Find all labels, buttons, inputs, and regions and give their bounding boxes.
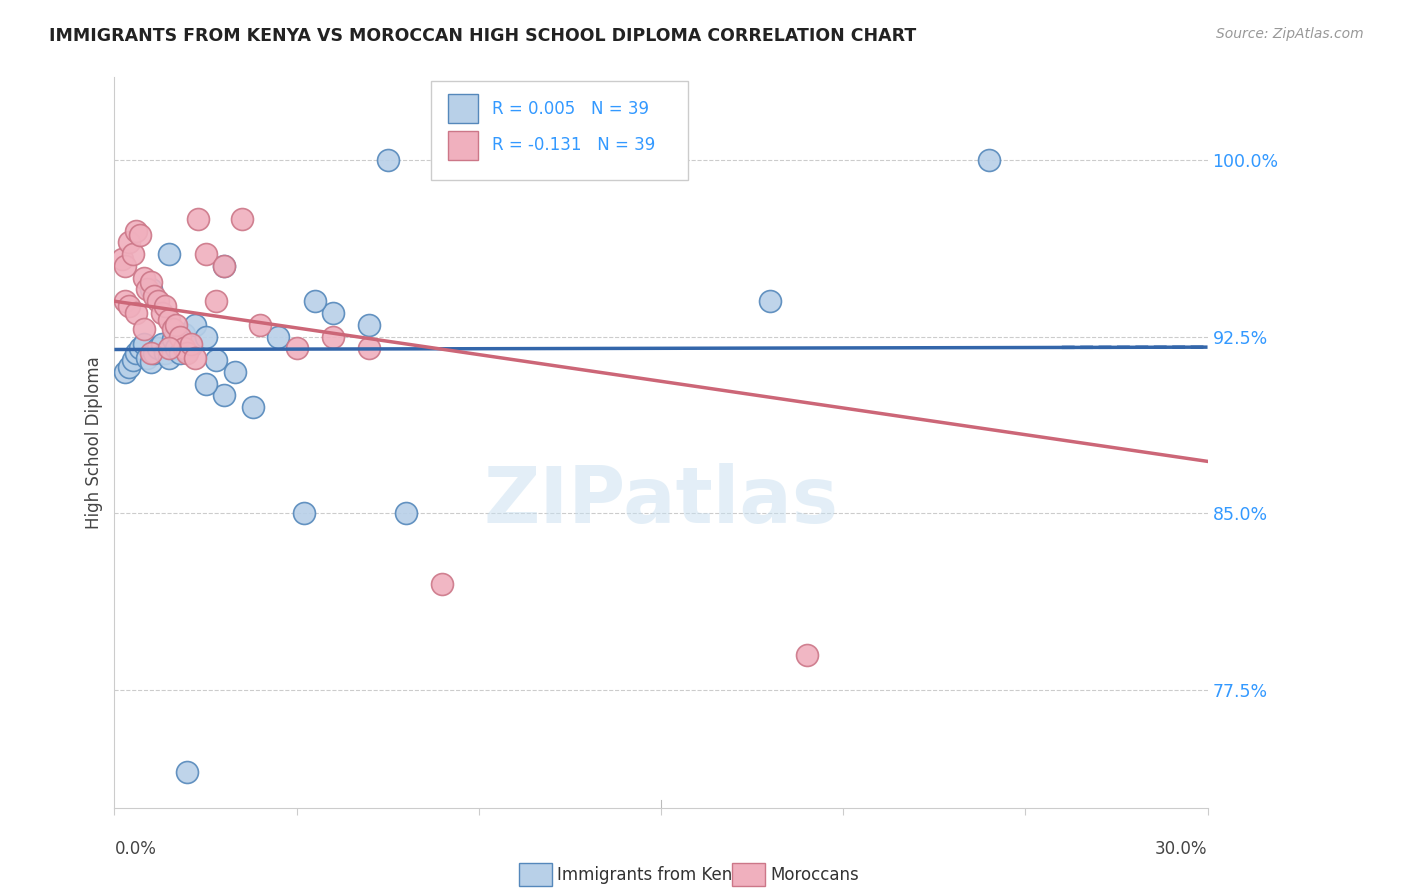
Text: IMMIGRANTS FROM KENYA VS MOROCCAN HIGH SCHOOL DIPLOMA CORRELATION CHART: IMMIGRANTS FROM KENYA VS MOROCCAN HIGH S… bbox=[49, 27, 917, 45]
Point bbox=[194, 329, 217, 343]
Point bbox=[249, 318, 271, 332]
FancyBboxPatch shape bbox=[449, 95, 478, 123]
Point bbox=[129, 228, 152, 243]
Point bbox=[121, 353, 143, 368]
Point bbox=[285, 341, 308, 355]
Point bbox=[125, 306, 148, 320]
Point bbox=[180, 336, 202, 351]
Point bbox=[157, 247, 180, 261]
Point bbox=[173, 341, 195, 355]
Text: ZIPatlas: ZIPatlas bbox=[484, 463, 838, 539]
Point bbox=[176, 343, 198, 358]
Point bbox=[157, 341, 180, 355]
FancyBboxPatch shape bbox=[449, 131, 478, 160]
Point bbox=[231, 211, 253, 226]
Text: Moroccans: Moroccans bbox=[770, 866, 859, 884]
Point bbox=[304, 294, 326, 309]
Text: R = -0.131   N = 39: R = -0.131 N = 39 bbox=[492, 136, 655, 154]
Point bbox=[194, 376, 217, 391]
Point bbox=[322, 306, 344, 320]
Point bbox=[292, 506, 315, 520]
Point bbox=[132, 270, 155, 285]
Point bbox=[114, 365, 136, 379]
Point bbox=[139, 355, 162, 369]
Point bbox=[157, 313, 180, 327]
Point bbox=[121, 247, 143, 261]
Text: R = 0.005   N = 39: R = 0.005 N = 39 bbox=[492, 100, 648, 118]
Point bbox=[194, 247, 217, 261]
Point bbox=[796, 648, 818, 662]
Point bbox=[322, 329, 344, 343]
Point bbox=[139, 346, 162, 360]
Point bbox=[157, 351, 180, 365]
FancyBboxPatch shape bbox=[432, 81, 689, 179]
FancyBboxPatch shape bbox=[733, 863, 765, 887]
Point bbox=[162, 332, 184, 346]
Point bbox=[118, 360, 141, 375]
Point bbox=[136, 351, 159, 365]
Text: 30.0%: 30.0% bbox=[1156, 840, 1208, 858]
Point bbox=[205, 294, 228, 309]
Point bbox=[183, 318, 205, 332]
Point bbox=[165, 341, 187, 355]
Point bbox=[176, 765, 198, 780]
Point bbox=[143, 289, 166, 303]
Point bbox=[759, 294, 782, 309]
Point bbox=[395, 506, 418, 520]
Point bbox=[118, 299, 141, 313]
Point bbox=[224, 365, 246, 379]
Point bbox=[155, 346, 177, 360]
Point bbox=[111, 252, 134, 266]
Point bbox=[359, 318, 381, 332]
Point bbox=[212, 259, 235, 273]
Point bbox=[155, 299, 177, 313]
Text: Source: ZipAtlas.com: Source: ZipAtlas.com bbox=[1216, 27, 1364, 41]
Point bbox=[146, 341, 169, 355]
Text: Immigrants from Kenya: Immigrants from Kenya bbox=[557, 866, 752, 884]
Point bbox=[132, 336, 155, 351]
Point bbox=[212, 388, 235, 402]
Point bbox=[180, 339, 202, 353]
Point bbox=[162, 322, 184, 336]
Point bbox=[377, 153, 399, 167]
Point bbox=[173, 327, 195, 342]
Point bbox=[242, 400, 264, 414]
Point bbox=[432, 577, 454, 591]
Point bbox=[359, 341, 381, 355]
Point bbox=[125, 223, 148, 237]
Point bbox=[114, 259, 136, 273]
Point bbox=[183, 351, 205, 365]
Point bbox=[267, 329, 290, 343]
Point bbox=[129, 341, 152, 355]
Point bbox=[150, 306, 173, 320]
Y-axis label: High School Diploma: High School Diploma bbox=[86, 356, 103, 529]
Text: 0.0%: 0.0% bbox=[114, 840, 156, 858]
Point bbox=[150, 336, 173, 351]
Point bbox=[169, 346, 191, 360]
Point bbox=[114, 294, 136, 309]
Point bbox=[118, 235, 141, 250]
Point bbox=[143, 346, 166, 360]
Point bbox=[132, 322, 155, 336]
Point bbox=[139, 282, 162, 296]
Point bbox=[169, 329, 191, 343]
Point bbox=[136, 282, 159, 296]
Point bbox=[212, 259, 235, 273]
FancyBboxPatch shape bbox=[519, 863, 551, 887]
Point bbox=[125, 346, 148, 360]
Point bbox=[205, 353, 228, 368]
Point bbox=[165, 318, 187, 332]
Point bbox=[146, 294, 169, 309]
Point bbox=[187, 211, 209, 226]
Point bbox=[139, 276, 162, 290]
Point bbox=[176, 346, 198, 360]
Point bbox=[977, 153, 1000, 167]
